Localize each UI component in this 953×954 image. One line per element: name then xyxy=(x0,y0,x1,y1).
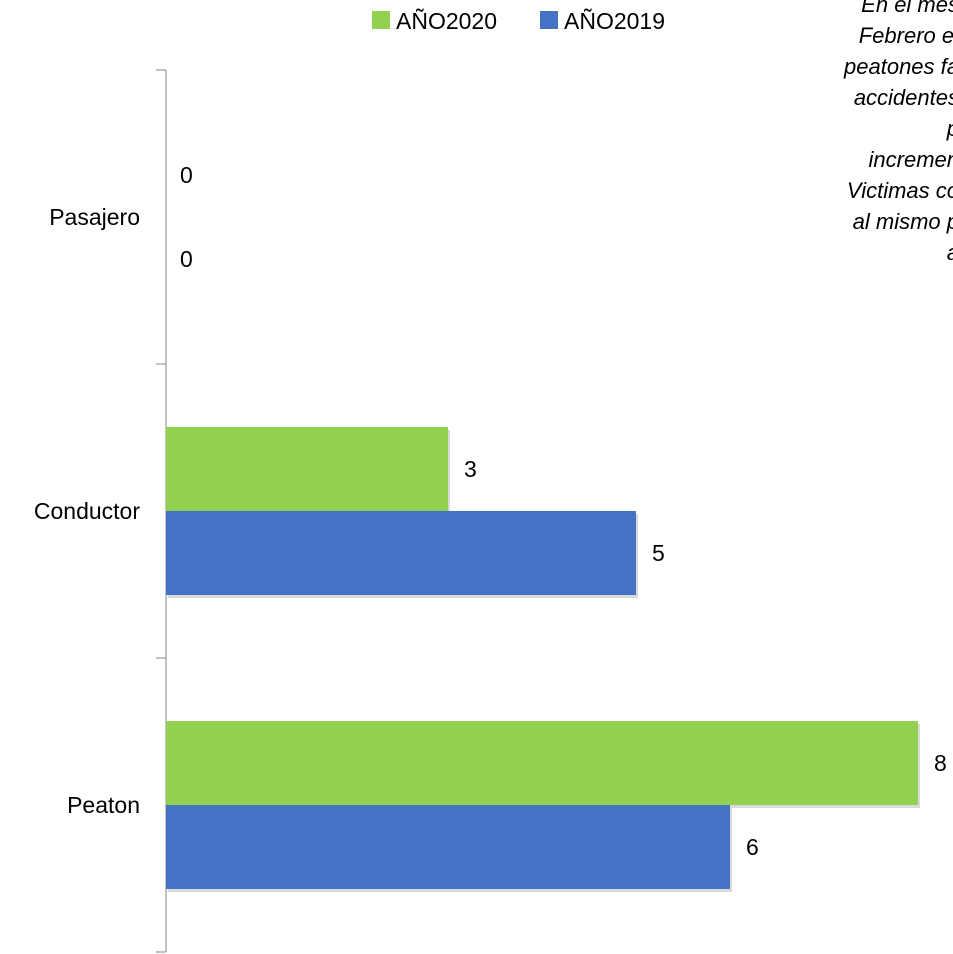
legend-swatch-a-o2020 xyxy=(372,11,390,29)
annotation-line-3: accidentes xyxy=(854,85,953,110)
annotation-line-5: incremen xyxy=(869,147,953,172)
data-label-a-o2019-conductor: 5 xyxy=(652,540,665,566)
data-label-a-o2020-peaton: 8 xyxy=(934,750,947,776)
annotation-line-6: Victimas co xyxy=(847,178,953,203)
category-label-peaton: Peaton xyxy=(67,792,140,818)
bar-a-o2020-peaton xyxy=(166,721,918,805)
annotation-line-7: al mismo p xyxy=(853,209,953,234)
annotation-line-0: En el mes xyxy=(861,0,953,17)
legend-swatch-a-o2019 xyxy=(540,11,558,29)
annotation-line-4: p xyxy=(946,116,953,141)
data-label-a-o2020-pasajero: 0 xyxy=(180,162,193,188)
annotation-line-8: a xyxy=(947,240,953,265)
legend-label-a-o2019: AÑO2019 xyxy=(564,8,665,34)
bar-a-o2019-peaton xyxy=(166,805,730,889)
data-label-a-o2019-peaton: 6 xyxy=(746,834,759,860)
bar-a-o2020-conductor xyxy=(166,427,448,511)
annotation-line-1: Febrero el xyxy=(859,23,953,48)
data-label-a-o2019-pasajero: 0 xyxy=(180,246,193,272)
data-label-a-o2020-conductor: 3 xyxy=(464,456,477,482)
category-label-conductor: Conductor xyxy=(34,498,140,524)
annotation-line-2: peatones fa xyxy=(843,54,953,79)
bar-a-o2019-conductor xyxy=(166,511,636,595)
legend-label-a-o2020: AÑO2020 xyxy=(396,8,497,34)
category-label-pasajero: Pasajero xyxy=(49,204,140,230)
